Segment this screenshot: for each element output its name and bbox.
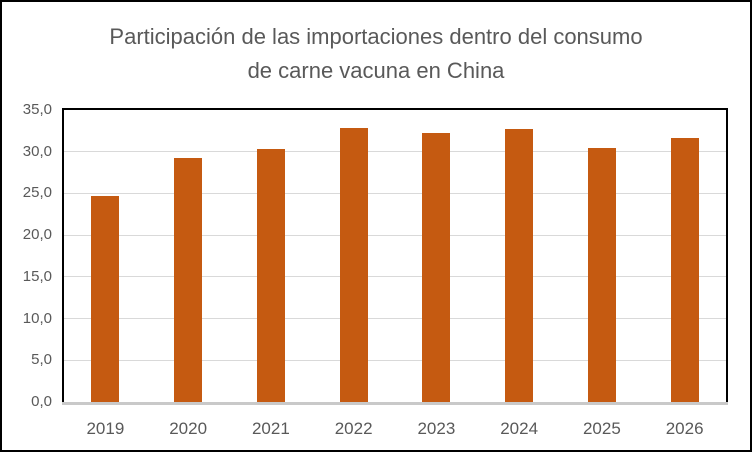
plot-border bbox=[62, 108, 728, 402]
x-tick-label-2026: 2026 bbox=[665, 419, 704, 438]
y-tick-label-15: 15,0 bbox=[22, 267, 52, 285]
bar-2026 bbox=[670, 137, 699, 402]
gridline-30 bbox=[64, 151, 726, 153]
x-tick-label-2022: 2022 bbox=[334, 419, 373, 438]
bar-2024 bbox=[505, 129, 534, 402]
x-tick-label-2021: 2021 bbox=[251, 419, 290, 438]
gridline-25 bbox=[64, 192, 726, 194]
x-tick-label-2020: 2020 bbox=[169, 419, 208, 438]
y-tick-label-5: 5,0 bbox=[31, 351, 52, 369]
bar-2025 bbox=[587, 148, 616, 402]
x-tick-label-2025: 2025 bbox=[582, 419, 621, 438]
bar-2022 bbox=[339, 128, 368, 402]
bar-2019 bbox=[91, 195, 120, 402]
y-tick-label-20: 20,0 bbox=[22, 226, 52, 244]
gridline-5 bbox=[64, 359, 726, 361]
bar-2023 bbox=[422, 133, 451, 402]
x-tick-label-2019: 2019 bbox=[86, 419, 125, 438]
bar-2020 bbox=[174, 157, 203, 402]
y-tick-label-0: 0,0 bbox=[31, 393, 52, 410]
x-tick-label-2024: 2024 bbox=[500, 419, 539, 438]
bar-2021 bbox=[256, 149, 285, 402]
chart-title-line-1: Participación de las importaciones dentr… bbox=[109, 24, 643, 49]
gridline-10 bbox=[64, 318, 726, 320]
y-tick-label-10: 10,0 bbox=[22, 309, 52, 327]
gridline-20 bbox=[64, 234, 726, 236]
y-tick-label-35: 35,0 bbox=[22, 101, 52, 118]
x-tick-label-2023: 2023 bbox=[417, 419, 456, 438]
y-tick-label-30: 30,0 bbox=[22, 142, 52, 160]
y-tick-label-25: 25,0 bbox=[22, 184, 52, 202]
x-axis-line bbox=[62, 402, 728, 405]
chart-title-line-2: de carne vacuna en China bbox=[247, 58, 505, 83]
gridline-15 bbox=[64, 276, 726, 278]
chart-title: Participación de las importaciones dentr… bbox=[2, 20, 750, 88]
